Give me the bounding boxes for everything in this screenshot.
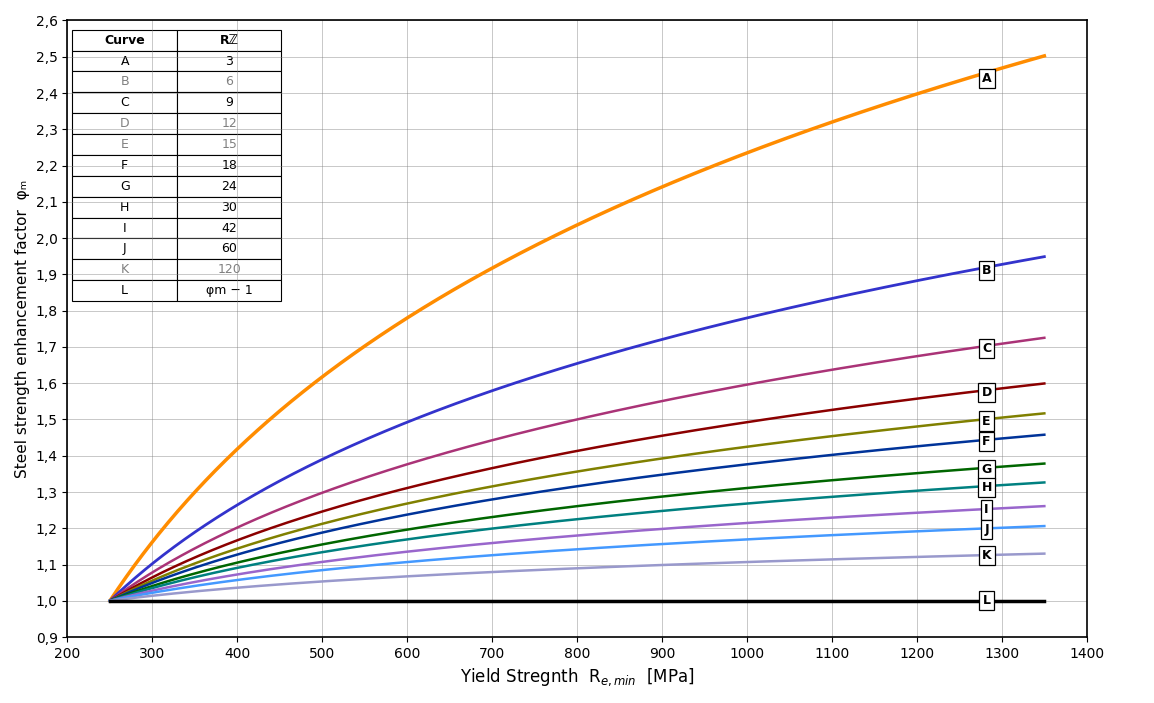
X-axis label: Yield Stregnth  R$_{e,min}$  [MPa]: Yield Stregnth R$_{e,min}$ [MPa] (460, 666, 695, 688)
Text: F: F (982, 435, 991, 448)
Y-axis label: Steel strength enhancement factor  φₘ: Steel strength enhancement factor φₘ (15, 180, 30, 478)
Text: D: D (981, 386, 991, 399)
Text: E: E (982, 415, 991, 427)
Text: H: H (981, 481, 991, 494)
Text: K: K (982, 549, 991, 562)
Text: I: I (984, 503, 989, 517)
Text: G: G (981, 463, 991, 476)
Text: A: A (982, 72, 991, 84)
Text: J: J (984, 522, 989, 536)
Text: L: L (982, 594, 990, 607)
Text: C: C (982, 342, 991, 355)
Text: B: B (982, 264, 991, 277)
